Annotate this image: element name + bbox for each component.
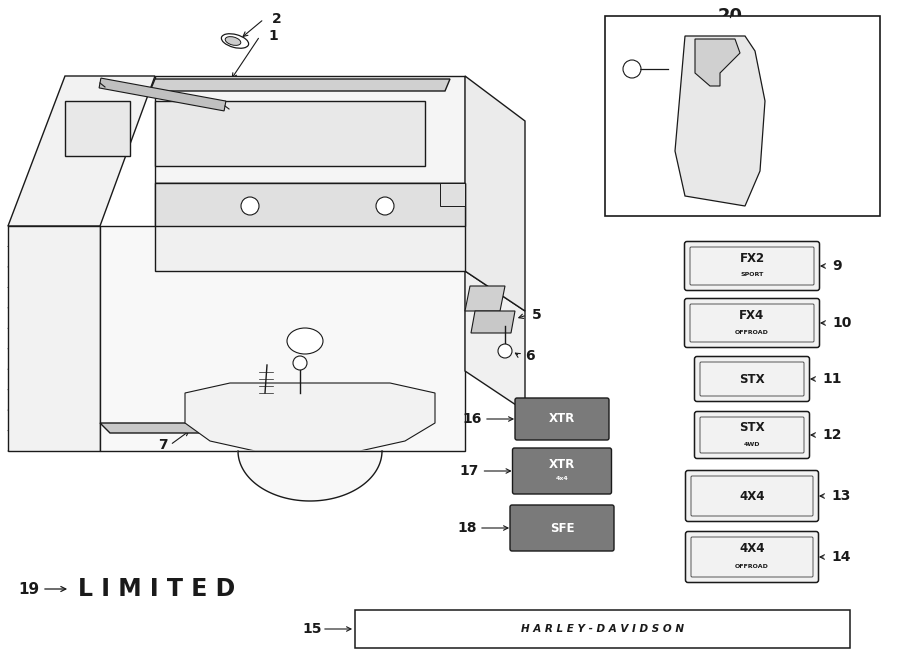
Text: 4: 4 [288, 419, 298, 433]
Polygon shape [99, 78, 226, 111]
Text: 11: 11 [822, 372, 842, 386]
Text: L I M I T E D: L I M I T E D [78, 577, 235, 601]
Circle shape [241, 197, 259, 215]
Text: SPORT: SPORT [741, 272, 763, 278]
Polygon shape [465, 271, 525, 411]
Polygon shape [100, 226, 465, 451]
Text: 10: 10 [832, 316, 851, 330]
Bar [605, 16, 880, 216]
Text: 4WD: 4WD [743, 442, 760, 446]
FancyBboxPatch shape [686, 531, 818, 582]
Polygon shape [185, 383, 435, 451]
Polygon shape [675, 36, 765, 206]
Text: 4x4: 4x4 [555, 477, 569, 481]
Ellipse shape [287, 328, 323, 354]
Text: 15: 15 [302, 622, 321, 636]
Circle shape [293, 356, 307, 370]
Text: 14: 14 [831, 550, 850, 564]
Text: 4X4: 4X4 [739, 490, 765, 502]
Text: 5: 5 [532, 308, 542, 322]
Text: SFE: SFE [550, 522, 574, 535]
Polygon shape [155, 183, 465, 226]
Polygon shape [238, 451, 382, 501]
Polygon shape [65, 101, 130, 156]
Polygon shape [155, 101, 425, 166]
Ellipse shape [225, 36, 241, 46]
Polygon shape [155, 183, 465, 271]
Polygon shape [8, 76, 155, 226]
FancyBboxPatch shape [685, 241, 820, 290]
Bar [355, 610, 850, 648]
Polygon shape [440, 183, 465, 206]
Polygon shape [471, 311, 515, 333]
Text: 19: 19 [18, 582, 39, 596]
Polygon shape [465, 286, 505, 311]
Ellipse shape [221, 34, 248, 48]
Text: 1: 1 [268, 29, 278, 43]
Text: XTR: XTR [549, 457, 575, 471]
Text: H A R L E Y - D A V I D S O N: H A R L E Y - D A V I D S O N [521, 624, 684, 634]
Polygon shape [150, 79, 450, 91]
Text: 8: 8 [472, 266, 482, 280]
Polygon shape [100, 423, 410, 433]
Text: 4X4: 4X4 [739, 543, 765, 555]
Text: 9: 9 [832, 259, 842, 273]
FancyBboxPatch shape [685, 299, 820, 348]
FancyBboxPatch shape [512, 448, 611, 494]
Text: 3: 3 [252, 419, 262, 433]
Text: OFFROAD: OFFROAD [735, 563, 769, 568]
Polygon shape [465, 76, 525, 311]
Text: 20: 20 [717, 7, 742, 25]
Text: 16: 16 [462, 412, 482, 426]
Polygon shape [695, 39, 740, 86]
FancyBboxPatch shape [695, 356, 809, 401]
Text: STX: STX [739, 420, 765, 434]
Circle shape [498, 344, 512, 358]
Text: 13: 13 [831, 489, 850, 503]
Text: 2: 2 [272, 12, 282, 26]
Polygon shape [155, 76, 465, 183]
FancyBboxPatch shape [515, 398, 609, 440]
Text: OFFROAD: OFFROAD [735, 329, 769, 334]
Circle shape [623, 60, 641, 78]
FancyBboxPatch shape [686, 471, 818, 522]
Text: 17: 17 [460, 464, 479, 478]
Text: 6: 6 [525, 349, 535, 363]
Text: 12: 12 [822, 428, 842, 442]
Polygon shape [8, 226, 100, 451]
Text: FX4: FX4 [740, 309, 765, 321]
Text: STX: STX [739, 373, 765, 385]
Text: XTR: XTR [549, 412, 575, 426]
Text: FX2: FX2 [740, 251, 765, 264]
Circle shape [376, 197, 394, 215]
FancyBboxPatch shape [510, 505, 614, 551]
Text: 7: 7 [158, 438, 167, 452]
Text: 18: 18 [457, 521, 476, 535]
FancyBboxPatch shape [695, 412, 809, 459]
